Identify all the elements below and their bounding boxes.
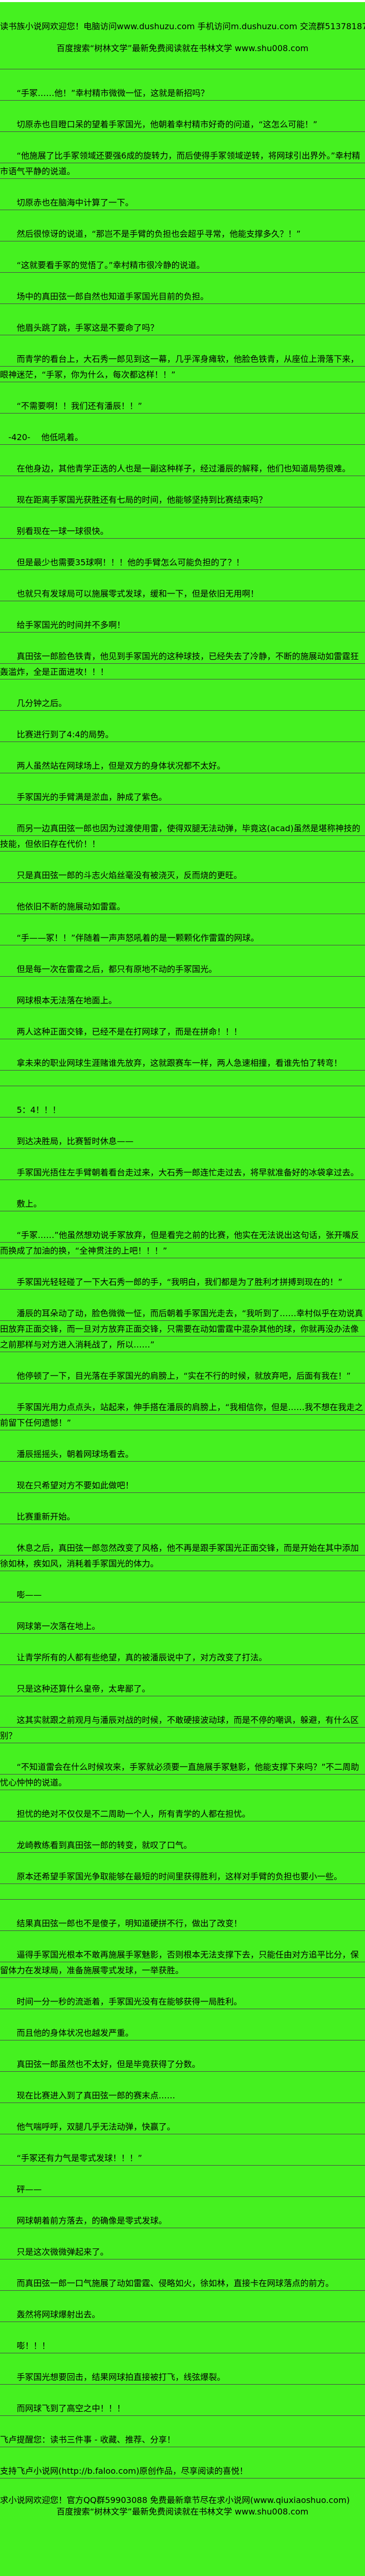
chapter-content: “手冢……他！”幸村精市微微一怔，这就是新招吗？ 切原赤也目瞪口呆的望着手冢国光，… bbox=[0, 54, 365, 2479]
paragraph: 让青学所有的人都有些绝望，真的被潘辰说中了，对方改变了打法。 bbox=[0, 1650, 365, 1666]
paragraph: 手冢国光用力点点头，站起来，伸手搭在潘辰的肩膀上，“我相信你，但是……我不想在我… bbox=[0, 1400, 365, 1431]
paragraph: 潘辰摇摇头，朝着网球场看去。 bbox=[0, 1447, 365, 1462]
paragraph: 现在只希望对方不要如此做吧！ bbox=[0, 1478, 365, 1493]
paragraph: 网球朝着前方落去，的确像是零式发球。 bbox=[0, 2213, 365, 2229]
paragraph: 切原赤也在脑海中计算了一下。 bbox=[0, 195, 365, 211]
paragraph: 切原赤也目瞪口呆的望着手冢国光，他朝着幸村精市好奇的问道，“这怎么可能！” bbox=[0, 117, 365, 132]
paragraph: “手冢……他！”幸村精市微微一怔，这就是新招吗？ bbox=[0, 86, 365, 101]
paragraph: 而真田弦一郎一口气施展了动如雷霆、侵略如火，徐如林，直接卡在网球落点的前方。 bbox=[0, 2276, 365, 2291]
paragraph: “不知道雷会在什么时候攻来，手冢就必须要一直施展手冢魅影，他能支撑下来吗？”不二… bbox=[0, 1759, 365, 1791]
paragraph: 手冢国光想要回击，结果网球拍直接被打飞，线弦爆裂。 bbox=[0, 2370, 365, 2385]
paragraph: 支持飞卢小说网(http://b.faloo.com)原创作品，尽享阅读的喜悦！ bbox=[0, 2463, 365, 2479]
paragraph: 网球根本无法落在地面上。 bbox=[0, 993, 365, 1008]
paragraph: -420- 他低吼着。 bbox=[0, 430, 365, 445]
paragraph: 也就只有发球局可以施展零式发球，缓和一下，但是依旧无用啊！ bbox=[0, 586, 365, 602]
paragraph: 真田弦一郎虽然也不太好，但是毕竟获得了分数。 bbox=[0, 2057, 365, 2072]
paragraph: 拿未来的职业网球生涯赌谁先放弃，这就跟赛车一样，两人急速相撞，看谁先怕了转弯！ bbox=[0, 1055, 365, 1087]
paragraph: 而青学的看台上，大石秀一郎见到这一幕，几乎浑身瘫软，他脸色铁青，从座位上滑落下来… bbox=[0, 351, 365, 383]
footer-site-promo: 百度搜索“树林文学”最新免费阅读就在书林文学 www.shu008.com bbox=[56, 2507, 309, 2517]
paragraph: 只是真田弦一郎的斗志火焰丝毫没有被浇灭，反而烧的更旺。 bbox=[0, 868, 365, 883]
paragraph: 但是最少也需要35球啊！！！他的手臂怎么可能负担的了？！ bbox=[0, 555, 365, 570]
paragraph: 现在距离手冢国光获胜还有七局的时间，他能够坚持到比赛结束吗？ bbox=[0, 492, 365, 508]
paragraph: 真田弦一郎脸色铁青，他见到手冢国光的这种球技，已经失去了冷静，不断的施展动如雷霆… bbox=[0, 649, 365, 680]
paragraph: “不需要啊！！我们还有潘辰！！” bbox=[0, 398, 365, 414]
paragraph: “他施展了比手冢领域还要强6成的旋转力，而后使得手冢领域逆转，将网球引出界外。”… bbox=[0, 148, 365, 179]
paragraph: 两人虽然站在网球场上，但是双方的身体状况都不太好。 bbox=[0, 758, 365, 774]
paragraph: 几分钟之后。 bbox=[0, 696, 365, 711]
paragraph: 比赛进行到了4:4的局势。 bbox=[0, 727, 365, 743]
paragraph: 潘辰的耳朵动了动，脸色微微一怔，而后朝着手冢国光走去，“我听到了……幸村似乎在劝… bbox=[0, 1306, 365, 1353]
paragraph: 轰然将网球爆射出去。 bbox=[0, 2307, 365, 2323]
paragraph: 原本还希望手冢国光争取能够在最短的时间里获得胜利，这样对手臂的负担也要小一些。 bbox=[0, 1869, 365, 1900]
top-strip bbox=[0, 0, 365, 2]
paragraph: 在他身边，其他青学正选的人也是一副这种样子，经过潘辰的解释，他们也知道局势很难。 bbox=[0, 461, 365, 477]
paragraph: 他气喘呼呼，双腿几乎无法动弹，快赢了。 bbox=[0, 2119, 365, 2135]
paragraph: “这就要看手冢的觉悟了。”幸村精市很冷静的说道。 bbox=[0, 258, 365, 273]
header-site-welcome: 读书族小说网欢迎您！电脑访问www.dushuzu.com 手机访问m.dush… bbox=[0, 21, 365, 31]
paragraph: 别看现在一球一球很快。 bbox=[0, 524, 365, 539]
paragraph: “手冢……”他虽然想劝说手冢放弃，但是看完之前的比赛，他实在无法说出这句话，张开… bbox=[0, 1228, 365, 1259]
paragraph: 担忧的绝对不仅仅是不二周助一个人，所有青学的人都在担忧。 bbox=[0, 1806, 365, 1822]
paragraph: 这其实就跟之前观月与潘辰对战的时候，不敢硬接波动球，而是不停的嘲讽，躲避，有什么… bbox=[0, 1712, 365, 1744]
paragraph: 网球第一次落在地上。 bbox=[0, 1619, 365, 1634]
paragraph: 砰—— bbox=[0, 2182, 365, 2197]
paragraph: 休息之后，真田弦一郎忽然改变了风格，他不再是跟手冢国光正面交锋，而是开始在其中添… bbox=[0, 1540, 365, 1572]
paragraph: 手冢国光轻轻碰了一下大石秀一郎的手，“我明白，我们都是为了胜利才拼搏到现在的！” bbox=[0, 1274, 365, 1290]
paragraph: 到达决胜局，比赛暂时休息—— bbox=[0, 1134, 365, 1149]
footer-site-info: 求小说网欢迎您！官方QQ群59903088 免费最新章节尽在求小说网(www.q… bbox=[0, 2495, 350, 2505]
paragraph: 他依旧不断的施展动如雷霆。 bbox=[0, 899, 365, 915]
paragraph: “手——冢！！”伴随着一声声怒吼着的是一颗颗化作雷霆的网球。 bbox=[0, 930, 365, 946]
paragraph: “手冢还有力气是零式发球！！！” bbox=[0, 2150, 365, 2166]
paragraph: 5：4！！！ bbox=[0, 1102, 365, 1118]
paragraph: 龙崎教练看到真田弦一郎的转变，就叹了口气。 bbox=[0, 1838, 365, 1853]
paragraph: 给手冢国光的时间并不多啊！ bbox=[0, 617, 365, 633]
paragraph: 飞卢提醒您：读书三件事 - 收藏、推荐、分享！ bbox=[0, 2432, 365, 2448]
paragraph: 现在比赛进入到了真田弦一郎的赛末点…… bbox=[0, 2088, 365, 2104]
paragraph: 但是每一次在雷霆之后，都只有原地不动的手冢国光。 bbox=[0, 962, 365, 977]
paragraph: 逼得手冢国光根本不敢再施展手冢魅影，否则根本无法支撑下去，只能任由对方追平比分，… bbox=[0, 1947, 365, 1978]
novel-reading-page: 读书族小说网欢迎您！电脑访问www.dushuzu.com 手机访问m.dush… bbox=[0, 0, 365, 2517]
paragraph: 他停顿了一下，目光落在手冢国光的肩膀上，“实在不行的时候，就放弃吧，后面有我在！… bbox=[0, 1368, 365, 1384]
paragraph: 嘭—— bbox=[0, 1587, 365, 1603]
paragraph: 他眉头跳了跳，手冢这是不要命了吗？ bbox=[0, 320, 365, 336]
paragraph: 敷上。 bbox=[0, 1196, 365, 1212]
paragraph: 结果真田弦一郎也不是傻子，明知道硬拼不行，做出了改变！ bbox=[0, 1916, 365, 1931]
paragraph: 而另一边真田弦一郎也因为过渡使用雷，使得双腿无法动弹，毕竟这(acad)虽然是堪… bbox=[0, 821, 365, 852]
paragraph: 嘭！！！ bbox=[0, 2338, 365, 2354]
paragraph: 然后很惊讶的说道，“那岂不是手臂的负担也会超乎寻常，他能支撑多久？！” bbox=[0, 226, 365, 242]
paragraph: 而网球飞到了高空之中！！！ bbox=[0, 2401, 365, 2416]
paragraph: 只是这种还算什么皇帝，太卑鄙了。 bbox=[0, 1681, 365, 1697]
paragraph: 手冢国光的手臂满是淤血，肿成了紫色。 bbox=[0, 789, 365, 805]
header-site-promo: 百度搜索“树林文学”最新免费阅读就在书林文学 www.shu008.com bbox=[56, 43, 309, 53]
paragraph bbox=[0, 54, 365, 70]
paragraph: 两人这种正面交锋，已经不是在打网球了，而是在拼命！！！ bbox=[0, 1024, 365, 1040]
paragraph: 只是这次微微弹起来了。 bbox=[0, 2244, 365, 2260]
paragraph: 而且他的身体状况也越发严重。 bbox=[0, 2025, 365, 2041]
paragraph: 手冢国光捂住左手臂朝着看台走过来，大石秀一郎连忙走过去，将早就准备好的冰袋拿过去… bbox=[0, 1165, 365, 1181]
paragraph: 时间一分一秒的流逝着，手冢国光没有在能够获得一局胜利。 bbox=[0, 1994, 365, 2010]
paragraph: 场中的真田弦一郎自然也知道手冢国光目前的负担。 bbox=[0, 289, 365, 305]
paragraph: 比赛重新开始。 bbox=[0, 1509, 365, 1525]
